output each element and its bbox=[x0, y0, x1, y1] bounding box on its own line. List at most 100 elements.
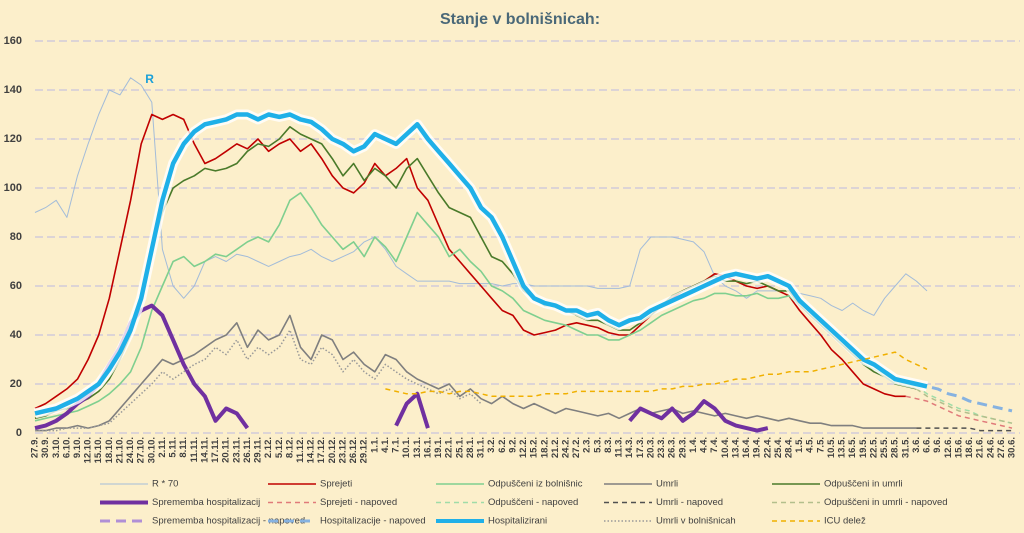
legend-label: Sprejeti - napoved bbox=[320, 497, 397, 508]
x-tick-label: 25.5. bbox=[879, 437, 890, 458]
x-tick-label: 22.1. bbox=[444, 437, 455, 458]
x-tick-label: 28.1. bbox=[465, 437, 476, 458]
series-glow bbox=[33, 109, 929, 419]
x-tick-label: 31.5. bbox=[900, 437, 911, 458]
x-tick-label: 27.6. bbox=[996, 437, 1007, 458]
x-tick-label: 7.1. bbox=[391, 437, 402, 453]
x-tick-label: 10.1. bbox=[401, 437, 412, 458]
x-tick-label: 26.11. bbox=[242, 437, 253, 463]
x-tick-label: 27.9. bbox=[30, 437, 41, 458]
x-tick-label: 22.5. bbox=[868, 437, 879, 458]
x-tick-label: 30.9. bbox=[40, 437, 51, 458]
legend-label: Umrli - napoved bbox=[656, 497, 723, 508]
x-tick-label: 9.2. bbox=[507, 437, 518, 453]
x-tick-label: 21.6. bbox=[975, 437, 986, 458]
series-line bbox=[916, 427, 1012, 432]
series-line bbox=[34, 113, 906, 410]
x-tick-label: 5.11. bbox=[168, 437, 179, 458]
x-tick-label: 29.11. bbox=[253, 437, 264, 463]
legend-label: Sprememba hospitalizacij bbox=[152, 497, 260, 508]
annotation: R bbox=[145, 72, 154, 86]
y-tick-label: 160 bbox=[4, 35, 22, 47]
x-tick-label: 28.5. bbox=[890, 437, 901, 458]
x-tick-label: 19.4. bbox=[752, 437, 763, 458]
x-tick-label: 1.5. bbox=[794, 437, 805, 453]
x-tick-label: 7.5. bbox=[815, 437, 826, 453]
y-tick-label: 120 bbox=[4, 133, 22, 145]
x-tick-label: 11.11. bbox=[189, 437, 200, 462]
legend-label: Odpuščeni in umrli bbox=[824, 479, 903, 490]
x-tick-label: 20.12. bbox=[327, 437, 338, 463]
x-tick-label: 8.11. bbox=[178, 437, 189, 458]
x-tick-label: 22.4. bbox=[762, 437, 773, 458]
x-tick-label: 2.12. bbox=[263, 437, 274, 458]
x-tick-label: 29.12. bbox=[359, 437, 370, 463]
y-tick-label: 140 bbox=[4, 84, 22, 96]
x-tick-label: 9.6. bbox=[932, 437, 943, 453]
x-tick-label: 14.3. bbox=[624, 437, 635, 458]
x-tick-label: 26.12. bbox=[348, 437, 359, 463]
x-tick-label: 30.6. bbox=[1007, 437, 1018, 458]
x-tick-label: 4.1. bbox=[380, 437, 391, 453]
x-tick-label: 21.2. bbox=[550, 437, 561, 458]
x-tick-label: 10.5. bbox=[826, 437, 837, 458]
legend-label: Sprejeti bbox=[320, 479, 352, 490]
x-tick-label: 24.10. bbox=[125, 437, 136, 463]
x-tick-label: 14.12. bbox=[306, 437, 317, 463]
x-tick-label: 15.6. bbox=[953, 437, 964, 458]
x-tick-label: 23.3. bbox=[656, 437, 667, 458]
series-line bbox=[35, 314, 917, 432]
x-tick-label: 16.1. bbox=[422, 437, 433, 458]
x-tick-label: 17.11. bbox=[210, 437, 221, 463]
y-tick-label: 100 bbox=[4, 182, 22, 194]
x-tick-label: 12.2. bbox=[518, 437, 529, 458]
x-tick-label: 4.4. bbox=[699, 437, 710, 453]
legend-label: Umrli v bolnišnicah bbox=[656, 516, 736, 527]
x-tick-label: 12.10. bbox=[83, 437, 94, 463]
series-line bbox=[905, 395, 1013, 429]
x-tick-label: 8.12. bbox=[284, 437, 295, 458]
x-tick-label: 14.11. bbox=[199, 437, 210, 463]
legend-label: Sprememba hospitalizacij - napoved bbox=[152, 516, 305, 527]
series-line bbox=[915, 385, 1013, 424]
x-tick-label: 16.4. bbox=[741, 437, 752, 458]
series-line bbox=[34, 112, 928, 416]
x-tick-label: 19.5. bbox=[858, 437, 869, 458]
x-tick-label: 18.6. bbox=[964, 437, 975, 458]
x-tick-label: 23.12. bbox=[337, 437, 348, 463]
series-line bbox=[34, 126, 917, 420]
y-tick-label: 20 bbox=[10, 378, 22, 390]
x-tick-label: 25.1. bbox=[454, 437, 465, 458]
x-tick-label: 24.2. bbox=[560, 437, 571, 458]
series-line bbox=[394, 391, 430, 429]
x-tick-label: 30.10. bbox=[146, 437, 157, 463]
x-tick-label: 31.1. bbox=[476, 437, 487, 458]
legend-label: R * 70 bbox=[152, 479, 178, 490]
x-tick-label: 17.3. bbox=[635, 437, 646, 458]
x-tick-label: 17.12. bbox=[316, 437, 327, 463]
legend-label: Hospitalizacije - napoved bbox=[320, 516, 426, 527]
x-tick-label: 26.3. bbox=[667, 437, 678, 458]
chart-title: Stanje v bolnišnicah: bbox=[440, 11, 600, 28]
x-tick-label: 29.3. bbox=[677, 437, 688, 458]
x-tick-label: 2.3. bbox=[582, 437, 593, 453]
x-tick-label: 2.11. bbox=[157, 437, 168, 458]
x-tick-label: 18.10. bbox=[104, 437, 115, 463]
x-tick-label: 4.5. bbox=[805, 437, 816, 453]
legend-label: Odpuščeni - napoved bbox=[488, 497, 578, 508]
x-tick-label: 23.11. bbox=[231, 437, 242, 463]
x-tick-label: 24.6. bbox=[985, 437, 996, 458]
y-tick-label: 0 bbox=[16, 427, 22, 439]
x-tick-label: 8.3. bbox=[603, 437, 614, 453]
x-tick-label: 11.12. bbox=[295, 437, 306, 463]
x-tick-label: 6.6. bbox=[922, 437, 933, 453]
x-tick-label: 3.2. bbox=[486, 437, 497, 453]
x-tick-label: 20.11. bbox=[221, 437, 232, 463]
x-tick-label: 5.12. bbox=[274, 437, 285, 458]
series-line bbox=[385, 351, 928, 398]
x-tick-label: 28.4. bbox=[784, 437, 795, 458]
x-tick-label: 3.10. bbox=[51, 437, 62, 458]
x-tick-label: 13.5. bbox=[837, 437, 848, 458]
legend-label: Umrli bbox=[656, 479, 678, 490]
